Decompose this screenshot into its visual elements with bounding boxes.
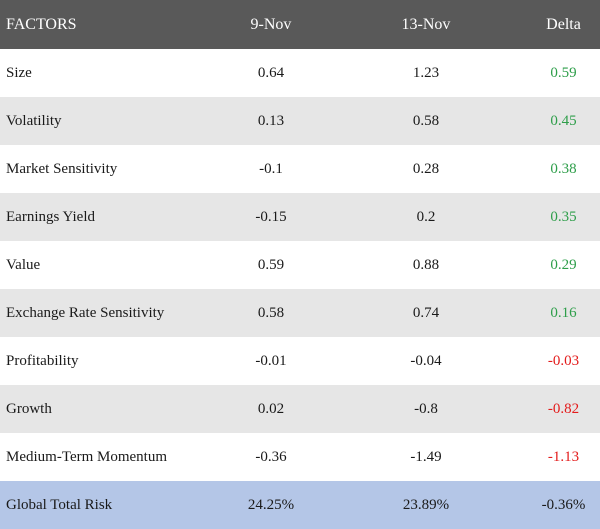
value-date1: -0.1 (259, 160, 283, 177)
table-row: Market Sensitivity -0.1 0.28 0.38 (0, 145, 600, 193)
value-delta: 0.38 (550, 160, 577, 177)
value-delta: -0.82 (547, 400, 580, 417)
value-date2: 0.74 (412, 304, 440, 321)
total-date1: 24.25% (247, 496, 295, 513)
factor-name: Market Sensitivity (6, 160, 118, 177)
total-delta: -0.36% (541, 496, 586, 513)
value-date2: -0.04 (410, 352, 442, 369)
header-date1: 9-Nov (250, 15, 292, 33)
factor-name: Growth (6, 400, 52, 417)
value-date2: 0.2 (416, 208, 436, 225)
value-date2: -1.49 (410, 448, 442, 465)
table-row: Growth 0.02 -0.8 -0.82 (0, 385, 600, 433)
table-row: Size 0.64 1.23 0.59 (0, 49, 600, 97)
value-date1: -0.36 (255, 448, 287, 465)
factor-name: Earnings Yield (6, 208, 96, 225)
header-date2: 13-Nov (401, 15, 451, 33)
value-delta: -0.03 (547, 352, 580, 369)
value-date2: 0.88 (412, 256, 440, 273)
header-delta: Delta (546, 15, 581, 33)
value-delta: 0.35 (550, 208, 577, 225)
table-header-row: FACTORS 9-Nov 13-Nov Delta (0, 0, 600, 49)
value-date1: 0.13 (257, 112, 285, 129)
value-date1: 0.59 (257, 256, 285, 273)
table-row: Earnings Yield -0.15 0.2 0.35 (0, 193, 600, 241)
table-row: Medium-Term Momentum -0.36 -1.49 -1.13 (0, 433, 600, 481)
value-date2: -0.8 (414, 400, 438, 417)
table-row: Profitability -0.01 -0.04 -0.03 (0, 337, 600, 385)
value-delta: 0.16 (550, 304, 577, 321)
table-row: Volatility 0.13 0.58 0.45 (0, 97, 600, 145)
value-date1: -0.15 (255, 208, 287, 225)
value-delta: 0.59 (550, 64, 577, 81)
value-date2: 0.28 (412, 160, 440, 177)
factor-name: Medium-Term Momentum (6, 448, 168, 465)
factor-name: Exchange Rate Sensitivity (6, 304, 165, 321)
value-delta: -1.13 (547, 448, 580, 465)
factor-name: Profitability (6, 352, 79, 369)
total-label: Global Total Risk (6, 496, 113, 513)
factor-name: Volatility (6, 112, 62, 129)
factor-name: Value (6, 256, 41, 273)
table-row: Value 0.59 0.88 0.29 (0, 241, 600, 289)
value-delta: 0.29 (550, 256, 577, 273)
total-date2: 23.89% (402, 496, 450, 513)
value-date1: -0.01 (255, 352, 287, 369)
value-date2: 1.23 (412, 64, 440, 81)
factor-name: Size (6, 64, 32, 81)
value-date1: 0.64 (257, 64, 285, 81)
table-row: Exchange Rate Sensitivity 0.58 0.74 0.16 (0, 289, 600, 337)
total-row: Global Total Risk 24.25% 23.89% -0.36% (0, 481, 600, 529)
value-delta: 0.45 (550, 112, 577, 129)
value-date1: 0.58 (257, 304, 285, 321)
header-factors: FACTORS (6, 15, 77, 33)
value-date2: 0.58 (412, 112, 440, 129)
value-date1: 0.02 (257, 400, 285, 417)
